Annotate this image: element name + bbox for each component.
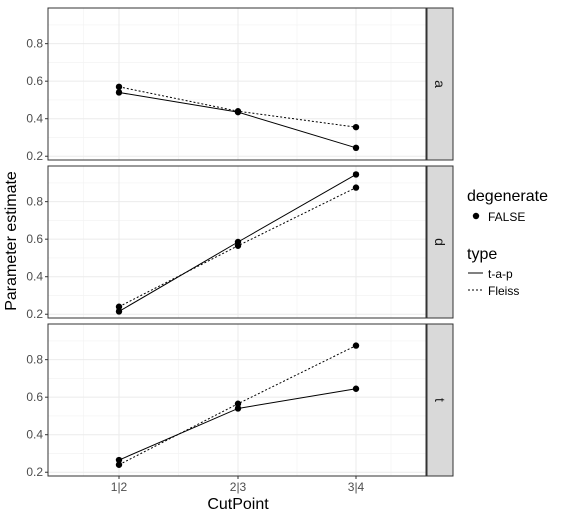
y-tick-label: 0.4 bbox=[26, 428, 43, 442]
data-point bbox=[352, 342, 360, 349]
legend-label-false: FALSE bbox=[488, 210, 525, 224]
panel-background bbox=[48, 324, 426, 476]
facet-strip-label: t bbox=[432, 398, 448, 402]
data-point bbox=[352, 171, 360, 178]
facet-strip-label: d bbox=[432, 238, 448, 246]
data-point bbox=[115, 456, 123, 464]
y-tick-label: 0.4 bbox=[26, 112, 43, 126]
y-tick-label: 0.8 bbox=[26, 353, 43, 367]
data-point bbox=[115, 303, 123, 310]
panel-d: 0.2 0.4 0.6 0.8 d bbox=[26, 165, 454, 321]
data-point bbox=[234, 108, 242, 115]
data-point bbox=[352, 144, 360, 152]
facet-strip-label: a bbox=[432, 80, 448, 88]
legend-label-tap: t-a-p bbox=[488, 267, 513, 281]
x-tick-label: 1|2 bbox=[111, 480, 128, 494]
y-axis-title: Parameter estimate bbox=[3, 171, 20, 311]
y-tick-label: 0.6 bbox=[26, 74, 43, 88]
x-tick-label: 3|4 bbox=[348, 480, 365, 494]
legend-key-point bbox=[472, 212, 480, 220]
y-tick-label: 0.8 bbox=[26, 37, 43, 51]
data-point bbox=[115, 308, 123, 315]
data-point bbox=[234, 400, 242, 407]
facet-strip bbox=[426, 323, 454, 477]
facet-strip bbox=[426, 7, 454, 161]
data-point bbox=[352, 184, 360, 191]
legend-title-degenerate: degenerate bbox=[467, 188, 548, 205]
data-point bbox=[115, 89, 123, 96]
x-axis-title: CutPoint bbox=[207, 496, 269, 513]
y-tick-label: 0.2 bbox=[26, 149, 43, 163]
data-point bbox=[234, 242, 242, 249]
y-tick-label: 0.2 bbox=[26, 465, 43, 479]
y-tick-label: 0.4 bbox=[26, 270, 43, 284]
facet-strip bbox=[426, 165, 454, 319]
y-tick-label: 0.8 bbox=[26, 195, 43, 209]
legend-label-fleiss: Fleiss bbox=[488, 284, 519, 298]
panel-a: 0.2 0.4 0.6 0.8 a bbox=[26, 7, 454, 163]
data-point bbox=[115, 461, 123, 468]
data-point bbox=[352, 385, 360, 392]
data-point bbox=[352, 123, 360, 131]
data-point bbox=[234, 405, 242, 412]
panel-border bbox=[47, 7, 427, 161]
y-tick-label: 0.2 bbox=[26, 307, 43, 321]
legend: degenerate FALSE type t-a-p Fleiss bbox=[467, 188, 548, 298]
data-point bbox=[115, 83, 123, 91]
panel-t: 0.2 0.4 0.6 0.8 t bbox=[26, 323, 454, 479]
panel-background bbox=[48, 8, 426, 160]
y-tick-label: 0.6 bbox=[26, 232, 43, 246]
panel-border bbox=[47, 165, 427, 319]
x-tick-label: 2|3 bbox=[230, 480, 247, 494]
panel-border bbox=[47, 323, 427, 477]
legend-title-type: type bbox=[467, 246, 497, 263]
y-tick-label: 0.6 bbox=[26, 390, 43, 404]
